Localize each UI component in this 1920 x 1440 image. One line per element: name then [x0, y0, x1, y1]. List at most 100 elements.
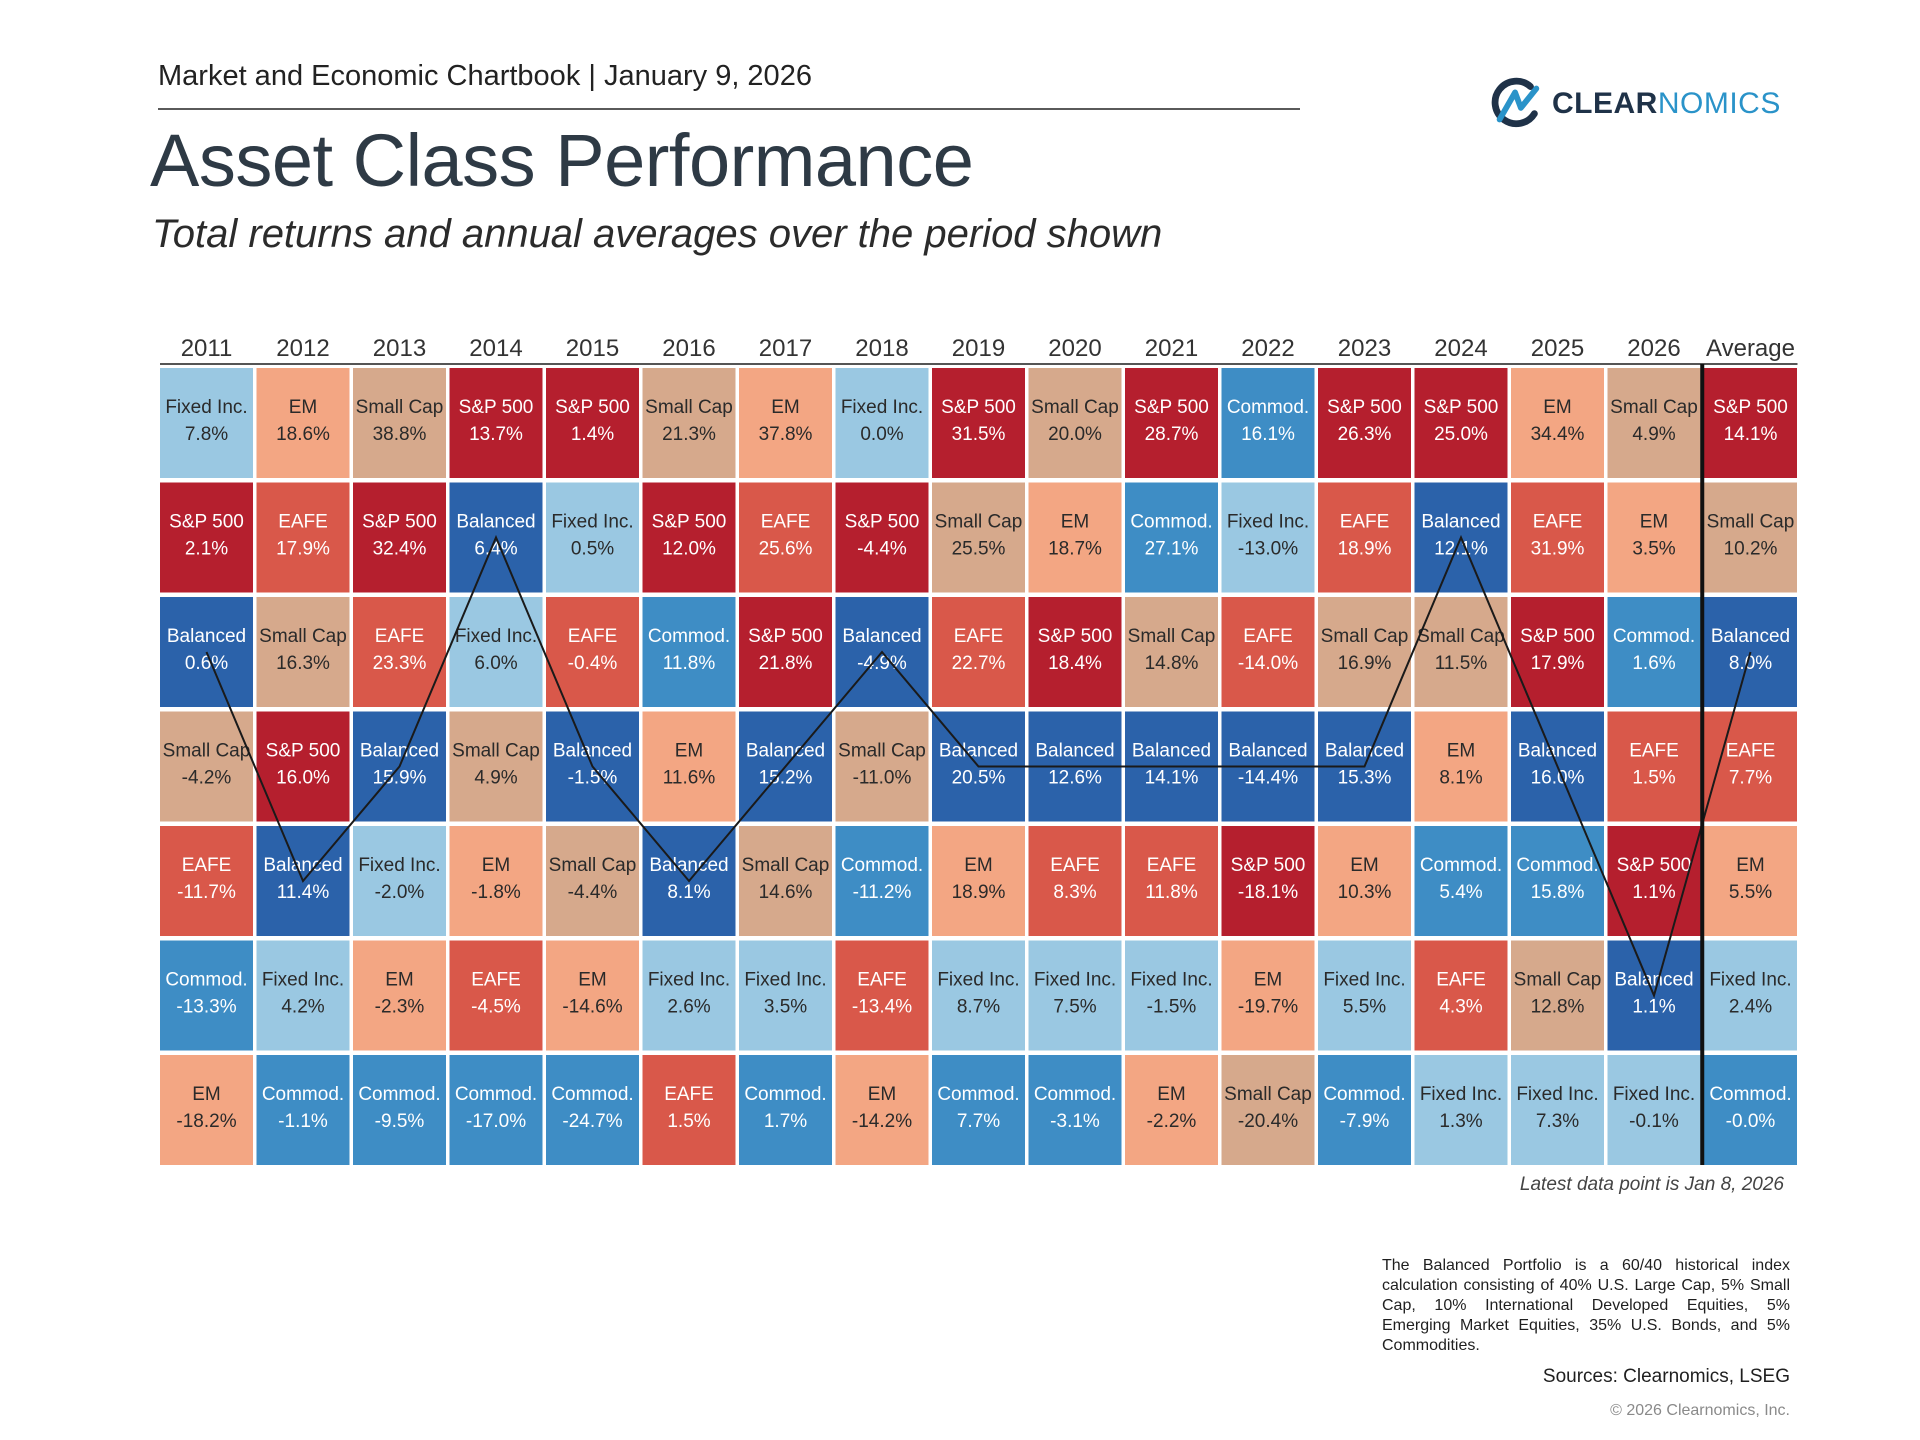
cell-return-value: -14.6% — [562, 997, 622, 1018]
cell-2014-small-cap: Small Cap 4.9% — [449, 711, 543, 822]
cell-asset-label: Fixed Inc. — [1516, 1084, 1598, 1105]
cell-box — [1125, 826, 1218, 936]
cell-2023-eafe: EAFE 18.9% — [1318, 482, 1411, 593]
cell-box — [1318, 368, 1411, 478]
cell-return-value: 16.9% — [1338, 653, 1392, 674]
cell-asset-label: Fixed Inc. — [358, 855, 440, 876]
year-label-2025: 2025 — [1531, 335, 1584, 362]
cell-2012-sandp-500: S&P 500 16.0% — [256, 711, 350, 822]
cell-asset-label: Commod. — [1709, 1084, 1791, 1105]
cell-return-value: 12.6% — [1048, 768, 1102, 789]
cell-asset-label: Fixed Inc. — [1130, 970, 1212, 991]
cell-box — [642, 711, 736, 822]
cell-asset-label: S&P 500 — [1520, 626, 1595, 647]
cell-box — [353, 597, 446, 707]
cell-box — [256, 482, 350, 593]
cell-2022-sandp-500: S&P 500 -18.1% — [1221, 826, 1315, 936]
cell-asset-label: EM — [385, 970, 414, 991]
cell-return-value: 38.8% — [373, 424, 427, 445]
cell-asset-label: S&P 500 — [845, 512, 920, 533]
cell-2018-small-cap: Small Cap -11.0% — [835, 711, 929, 822]
cell-return-value: 8.0% — [1729, 653, 1772, 674]
cell-asset-label: Fixed Inc. — [1323, 970, 1405, 991]
cell-box — [932, 368, 1025, 478]
cell-return-value: 10.2% — [1724, 539, 1778, 560]
cell-asset-label: S&P 500 — [459, 397, 534, 418]
cell-asset-label: S&P 500 — [555, 397, 630, 418]
cell-return-value: 32.4% — [373, 539, 427, 560]
year-label-2017: 2017 — [759, 335, 812, 362]
year-label-2024: 2024 — [1434, 335, 1487, 362]
balanced-portfolio-footnote: The Balanced Portfolio is a 60/40 histor… — [1382, 1257, 1790, 1354]
cell-2013-fixed-inc: Fixed Inc. -2.0% — [353, 826, 446, 936]
cell-2024-small-cap: Small Cap 11.5% — [1414, 597, 1508, 707]
cell-box — [1318, 1055, 1411, 1165]
cell-return-value: 14.1% — [1145, 768, 1199, 789]
cell-box — [835, 826, 929, 936]
cell-2017-eafe: EAFE 25.6% — [739, 482, 832, 593]
cell-asset-label: Balanced — [263, 855, 342, 876]
cell-2018-eafe: EAFE -13.4% — [835, 940, 929, 1051]
cell-return-value: 21.3% — [662, 424, 716, 445]
cell-2017-fixed-inc: Fixed Inc. 3.5% — [739, 940, 832, 1051]
cell-2024-sandp-500: S&P 500 25.0% — [1414, 368, 1508, 478]
year-label-2019: 2019 — [952, 335, 1005, 362]
cell-2015-eafe: EAFE -0.4% — [546, 597, 639, 707]
cell-2011-balanced: Balanced 0.6% — [160, 597, 253, 707]
cell-return-value: -9.5% — [375, 1111, 425, 1132]
cell-asset-label: Balanced — [1035, 741, 1114, 762]
year-label-average: Average — [1706, 335, 1795, 362]
cell-2011-eafe: EAFE -11.7% — [160, 826, 253, 936]
cell-return-value: 12.8% — [1531, 997, 1585, 1018]
cell-asset-label: Small Cap — [1610, 397, 1698, 418]
cell-2021-em: EM -2.2% — [1125, 1055, 1218, 1165]
cell-asset-label: Small Cap — [1417, 626, 1505, 647]
cell-2017-commod: Commod. 1.7% — [739, 1055, 832, 1165]
cell-asset-label: EM — [1254, 970, 1283, 991]
cell-asset-label: Small Cap — [1514, 970, 1602, 991]
cell-asset-label: EM — [482, 855, 511, 876]
cell-box — [1414, 1055, 1508, 1165]
cell-asset-label: EAFE — [568, 626, 618, 647]
cell-box — [642, 597, 736, 707]
cell-2023-em: EM 10.3% — [1318, 826, 1411, 936]
cell-asset-label: Balanced — [1325, 741, 1404, 762]
cell-box — [739, 597, 832, 707]
cell-2025-sandp-500: S&P 500 17.9% — [1511, 597, 1604, 707]
cell-asset-label: EAFE — [1629, 741, 1679, 762]
cell-box — [160, 940, 253, 1051]
cell-asset-label: S&P 500 — [1038, 626, 1113, 647]
cell-asset-label: EAFE — [375, 626, 425, 647]
cell-return-value: -4.5% — [471, 997, 521, 1018]
cell-box — [932, 940, 1025, 1051]
cell-return-value: 2.4% — [1729, 997, 1772, 1018]
cell-box — [835, 482, 929, 593]
cell-box — [1511, 368, 1604, 478]
cell-2015-commod: Commod. -24.7% — [546, 1055, 639, 1165]
cell-asset-label: S&P 500 — [169, 512, 244, 533]
cell-asset-label: EAFE — [1243, 626, 1293, 647]
cell-average-commod: Commod. -0.0% — [1704, 1055, 1797, 1165]
cell-2012-em: EM 18.6% — [256, 368, 350, 478]
cell-return-value: -11.7% — [177, 882, 236, 903]
cell-box — [1221, 940, 1315, 1051]
cell-asset-label: Balanced — [649, 855, 728, 876]
cell-2012-fixed-inc: Fixed Inc. 4.2% — [256, 940, 350, 1051]
cell-box — [546, 1055, 639, 1165]
cell-return-value: 4.3% — [1439, 997, 1482, 1018]
cell-asset-label: Commod. — [1323, 1084, 1405, 1105]
cell-return-value: 7.7% — [957, 1111, 1000, 1132]
cell-return-value: 18.7% — [1048, 539, 1102, 560]
cell-box — [1028, 368, 1122, 478]
cell-box — [449, 597, 543, 707]
cell-return-value: 14.1% — [1724, 424, 1778, 445]
cell-asset-label: Fixed Inc. — [1709, 970, 1791, 991]
cell-asset-label: Small Cap — [163, 741, 251, 762]
cell-return-value: 1.3% — [1439, 1111, 1482, 1132]
cell-box — [1221, 826, 1315, 936]
cell-2022-small-cap: Small Cap -20.4% — [1221, 1055, 1315, 1165]
cell-box — [160, 482, 253, 593]
cell-2019-small-cap: Small Cap 25.5% — [932, 482, 1025, 593]
cell-2011-small-cap: Small Cap -4.2% — [160, 711, 253, 822]
cell-return-value: 4.2% — [281, 997, 324, 1018]
